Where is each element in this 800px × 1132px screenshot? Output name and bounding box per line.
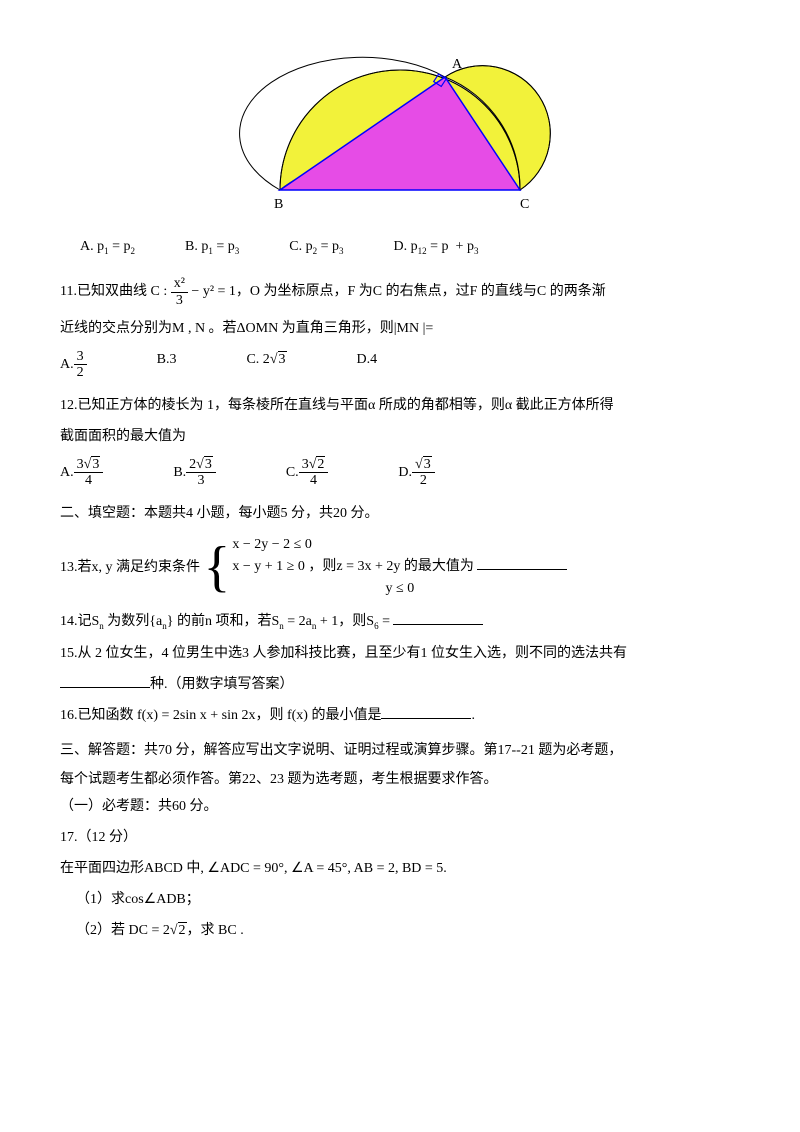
q12-stem-a: 12.已知正方体的棱长为 1，每条棱所在直线与平面α 所成的角都相等，则α 截此… [60, 395, 740, 416]
q16-blank [381, 705, 471, 719]
q13-line1: x − 2y − 2 ≤ 0 [232, 534, 567, 556]
q11-opt-A: A.32 [60, 349, 87, 381]
q15-b: 种.（用数字填写答案） [60, 674, 740, 695]
q12-opt-A: A.334 [60, 457, 103, 489]
q10-opt-B: B. p1 = p3 [185, 236, 239, 258]
q12-stem-b: 截面面积的最大值为 [60, 426, 740, 447]
q16: 16.已知函数 f(x) = 2sin x + sin 2x，则 f(x) 的最… [60, 705, 740, 726]
section3-c: （一）必考题：共60 分。 [60, 796, 740, 817]
q13-line2: x − y + 1 ≥ 0 ，则z = 3x + 2y 的最大值为 [232, 556, 567, 578]
q13: 13.若x, y 满足约束条件 { x − 2y − 2 ≤ 0 x − y +… [60, 534, 740, 601]
q11-stem-b: − y² = 1，O 为坐标原点，F 为C 的右焦点，过F 的直线与C 的两条渐 [191, 284, 605, 299]
q12-opt-C: C.324 [286, 457, 329, 489]
q11-line2: 近线的交点分别为M , N 。若ΔOMN 为直角三角形，则|MN |= [60, 318, 740, 339]
q15-a: 15.从 2 位女生，4 位男生中选3 人参加科技比赛，且至少有1 位女生入选，… [60, 643, 740, 664]
q11-opt-B: B.3 [157, 349, 177, 381]
q11-options: A.32 B.3 C. 23 D.4 [60, 349, 740, 381]
geometry-figure: A B C [60, 20, 740, 220]
q12-opt-B: B.233 [173, 457, 216, 489]
q13-stem: 13.若x, y 满足约束条件 [60, 559, 200, 574]
label-B: B [274, 197, 283, 212]
q11-curve: C : [150, 284, 167, 299]
q13-blank [477, 556, 567, 570]
q14-blank [393, 611, 483, 625]
q11-opt-C: C. 23 [246, 349, 286, 381]
q10-opt-A: A. p1 = p2 [80, 236, 135, 258]
section3-b: 每个试题考生都必须作答。第22、23 题为选考题，考生根据要求作答。 [60, 769, 740, 790]
q17-num: 17.（12 分） [60, 827, 740, 848]
q17-p2: （2）若 DC = 22，求 BC . [76, 920, 740, 941]
q10-opt-D: D. p12 = p + p3 [394, 236, 479, 258]
q11-frac: x²3 [171, 276, 188, 308]
q16-stem: 16.已知函数 f(x) = 2sin x + sin 2x，则 f(x) 的最… [60, 708, 381, 723]
section2-title: 二、填空题：本题共4 小题，每小题5 分，共20 分。 [60, 503, 740, 524]
q15-blank [60, 674, 150, 688]
q11-stem-a: 11.已知双曲线 [60, 284, 147, 299]
q11-opt-D: D.4 [357, 349, 378, 381]
q13-system: { x − 2y − 2 ≤ 0 x − y + 1 ≥ 0 ，则z = 3x … [204, 534, 568, 601]
lune-triangle-svg: A B C [230, 20, 570, 220]
q17-p1: （1）求cos∠ADB； [76, 889, 740, 910]
q11: 11.已知双曲线 C : x²3 − y² = 1，O 为坐标原点，F 为C 的… [60, 276, 740, 308]
q13-line3: y ≤ 0 [232, 578, 567, 600]
section3-a: 三、解答题：共70 分，解答应写出文字说明、证明过程或演算步骤。第17--21 … [60, 740, 740, 761]
q10-options: A. p1 = p2 B. p1 = p3 C. p2 = p3 D. p12 … [80, 236, 720, 258]
q12-options: A.334 B.233 C.324 D.32 [60, 457, 740, 489]
label-C: C [520, 197, 529, 212]
q14: 14.记Sn 为数列{an} 的前n 项和，若Sn = 2an + 1，则S6 … [60, 611, 740, 633]
q17-stem: 在平面四边形ABCD 中, ∠ADC = 90°, ∠A = 45°, AB =… [60, 858, 740, 879]
label-A: A [452, 57, 463, 72]
q12-opt-D: D.32 [398, 457, 434, 489]
q10-opt-C: C. p2 = p3 [289, 236, 343, 258]
